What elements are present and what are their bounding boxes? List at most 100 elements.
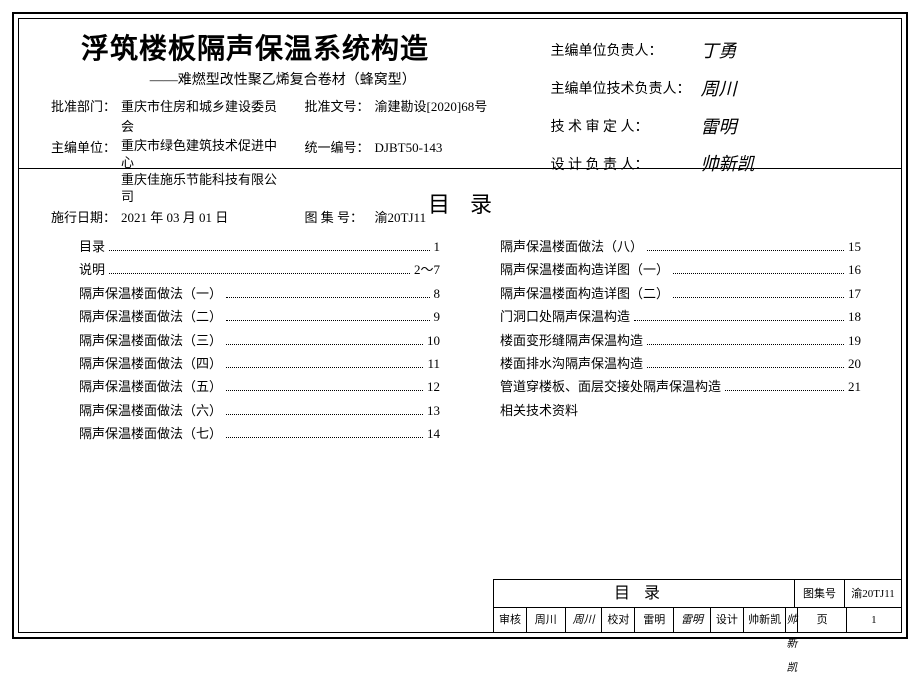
header-left: 浮筑楼板隔声保温系统构造 难燃型改性聚乙烯复合卷材（蜂窝型） 批准部门： 重庆市… [19, 19, 531, 168]
footer-block: 目录 图集号 渝20TJ11 审核 周川 周川 校对 雷明 雷明 设计 帅新凯 … [493, 579, 901, 632]
footer-review-name: 周川 [527, 608, 566, 632]
footer-design-label: 设计 [711, 608, 744, 632]
toc-item: 隔声保温楼面做法（六）13 [79, 399, 440, 422]
outer-frame: 浮筑楼板隔声保温系统构造 难燃型改性聚乙烯复合卷材（蜂窝型） 批准部门： 重庆市… [12, 12, 908, 639]
toc-item: 隔声保温楼面做法（二） 9 [79, 305, 440, 328]
footer-atlas-no: 渝20TJ11 [845, 580, 901, 607]
approve-dept-value: 重庆市住房和城乡建设委员会 [121, 97, 285, 136]
toc-item: 管道穿楼板、面层交接处隔声保温构造21 [500, 375, 861, 398]
resp-label-2: 主编单位技术负责人： [551, 75, 701, 104]
footer-page-no: 1 [847, 608, 901, 632]
toc-col-right: 隔声保温楼面做法（八） 15 隔声保温楼面构造详图（一） 16隔声保温楼面构造详图（二… [500, 235, 861, 446]
toc-item-label: 说明 [79, 258, 105, 281]
toc-item-label: 楼面排水沟隔声保温构造 [500, 352, 643, 375]
toc-item-dots [226, 367, 423, 368]
inner-frame: 浮筑楼板隔声保温系统构造 难燃型改性聚乙烯复合卷材（蜂窝型） 批准部门： 重庆市… [18, 18, 902, 633]
toc-item-dots [647, 250, 844, 251]
toc-col-left: 目录1说明2～7隔声保温楼面做法（一）8隔声保温楼面做法（二）9隔声保温楼面做法… [79, 235, 440, 446]
resp-sig-2: 周川 [701, 71, 737, 109]
editor-unit-1: 重庆市绿色建筑技术促进中心 [121, 138, 277, 170]
toc-item-page: 12 [427, 375, 440, 398]
toc-item-label: 隔声保温楼面做法（五） [79, 375, 222, 398]
toc-item-dots [109, 273, 410, 274]
resp-label-1: 主编单位负责人： [551, 37, 701, 66]
toc-item-dots [725, 390, 844, 391]
toc-item: 隔声保温楼面做法（五） 12 [79, 375, 440, 398]
toc-item-page: 20 [848, 352, 861, 375]
footer-bot: 审核 周川 周川 校对 雷明 雷明 设计 帅新凯 帅新凯 页 1 [494, 608, 901, 632]
toc-item-label: 隔声保温楼面构造详图（一） [500, 258, 669, 281]
toc-item: 相关技术资料 [500, 399, 861, 422]
toc-item-page: 10 [427, 329, 440, 352]
toc-item-label: 隔声保温楼面做法（三） [79, 329, 222, 352]
toc-item-dots [226, 320, 429, 321]
resp-sig-1: 丁勇 [701, 33, 737, 71]
toc-item-dots [647, 367, 844, 368]
header-right: 主编单位负责人： 丁勇 主编单位技术负责人： 周川 技 术 审 定 人： 雷明 … [531, 19, 901, 168]
approve-doc-label: 批准文号： [305, 97, 375, 136]
resp-row-3: 技 术 审 定 人： 雷明 [551, 109, 889, 147]
toc-item-dots [673, 297, 844, 298]
approve-dept-label: 批准部门： [51, 97, 121, 136]
footer-proof-label: 校对 [602, 608, 635, 632]
footer-review-sig: 周川 [566, 608, 603, 632]
resp-label-4: 设 计 负 责 人： [551, 151, 701, 180]
toc-item: 隔声保温楼面做法（七） 14 [79, 422, 440, 445]
exec-date-label: 施行日期： [51, 208, 121, 228]
footer-block-title: 目录 [494, 580, 795, 607]
toc-item-label: 隔声保温楼面做法（八） [500, 235, 643, 258]
footer-design-sig: 帅新凯 [786, 608, 798, 632]
toc-item-label: 相关技术资料 [500, 399, 578, 422]
toc-item-dots [647, 344, 844, 345]
editor-unit-label: 主编单位： [51, 138, 121, 206]
main-title: 浮筑楼板隔声保温系统构造 [81, 27, 515, 67]
footer-page-label: 页 [798, 608, 846, 632]
toc-item-dots [226, 414, 423, 415]
approve-doc-value: 渝建勘设[2020]68号 [375, 97, 515, 136]
toc-item-label: 目录 [79, 235, 105, 258]
toc-item: 楼面变形缝隔声保温构造19 [500, 329, 861, 352]
resp-row-1: 主编单位负责人： 丁勇 [551, 33, 889, 71]
toc-item-page: 9 [434, 305, 441, 328]
toc-item-dots [226, 297, 429, 298]
sub-title: 难燃型改性聚乙烯复合卷材（蜂窝型） [51, 69, 515, 89]
toc-item-dots [634, 320, 844, 321]
resp-label-3: 技 术 审 定 人： [551, 113, 701, 142]
toc-item-page: 2～7 [414, 258, 440, 281]
toc-item-dots [226, 390, 423, 391]
toc-item: 隔声保温楼面构造详图（二）17 [500, 282, 861, 305]
toc-item-page: 14 [427, 422, 440, 445]
info-row-approve: 批准部门： 重庆市住房和城乡建设委员会 批准文号： 渝建勘设[2020]68号 [51, 97, 515, 136]
toc-item-page: 13 [427, 399, 440, 422]
toc-item: 隔声保温楼面构造详图（一） 16 [500, 258, 861, 281]
footer-proof-sig: 雷明 [674, 608, 711, 632]
toc-item: 说明 2～7 [79, 258, 440, 281]
toc-item-dots [673, 273, 844, 274]
toc-item-page: 21 [848, 375, 861, 398]
toc-item-page: 19 [848, 329, 861, 352]
resp-sig-4: 帅新凯 [701, 146, 755, 184]
toc-item-page: 8 [434, 282, 441, 305]
toc-item-page: 1 [434, 235, 441, 258]
toc-item-label: 隔声保温楼面做法（二） [79, 305, 222, 328]
toc-item: 隔声保温楼面做法（一） 8 [79, 282, 440, 305]
toc-item-dots [226, 437, 423, 438]
toc-item-label: 隔声保温楼面做法（一） [79, 282, 222, 305]
editor-unit-2: 重庆佳施乐节能科技有限公司 [121, 172, 277, 204]
toc-item-page: 17 [848, 282, 861, 305]
toc-item: 楼面排水沟隔声保温构造 20 [500, 352, 861, 375]
toc-item-page: 16 [848, 258, 861, 281]
toc-item-page: 15 [848, 235, 861, 258]
atlas-no-label: 图 集 号： [305, 208, 375, 228]
toc-item: 隔声保温楼面做法（四） 11 [79, 352, 440, 375]
toc-item: 目录 1 [79, 235, 440, 258]
toc-item: 隔声保温楼面做法（三） 10 [79, 329, 440, 352]
editor-unit-value: 重庆市绿色建筑技术促进中心 重庆佳施乐节能科技有限公司 [121, 138, 285, 206]
toc-item-dots [109, 250, 429, 251]
resp-row-2: 主编单位技术负责人： 周川 [551, 71, 889, 109]
toc-item-page: 11 [427, 352, 440, 375]
toc-item-label: 隔声保温楼面做法（四） [79, 352, 222, 375]
header-block: 浮筑楼板隔声保温系统构造 难燃型改性聚乙烯复合卷材（蜂窝型） 批准部门： 重庆市… [19, 19, 901, 169]
toc-item-label: 隔声保温楼面做法（七） [79, 422, 222, 445]
unified-no-label: 统一编号： [305, 138, 375, 206]
